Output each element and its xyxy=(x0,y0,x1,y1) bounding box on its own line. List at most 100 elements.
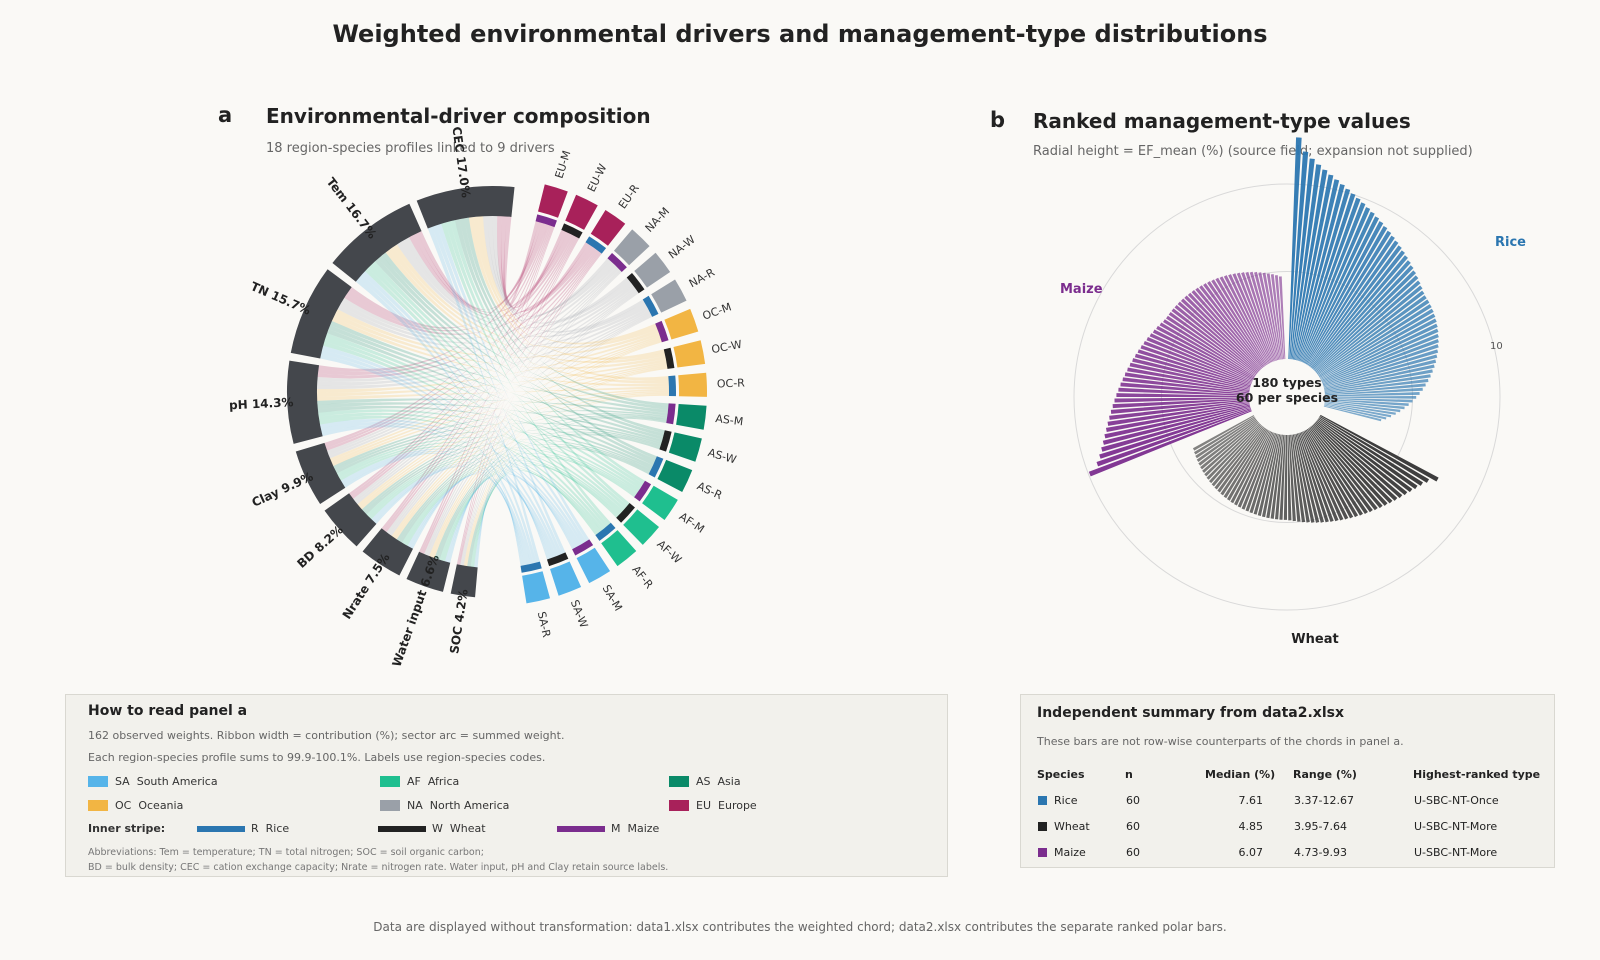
profile-label: SA-R xyxy=(535,610,553,639)
driver-name: Nrate xyxy=(339,578,374,621)
polar-bar xyxy=(1228,274,1272,363)
chord-ribbon xyxy=(409,235,592,317)
polar-bar xyxy=(1194,416,1255,455)
chord-ribbon xyxy=(319,415,604,531)
chord-ribbon xyxy=(328,310,650,459)
profile-sector-na-w xyxy=(634,252,671,288)
panel-a-title: Environmental-driver composition xyxy=(266,104,651,128)
legend-a-line2: Each region-species profile sums to 99.9… xyxy=(88,751,546,764)
panel-b-title: Ranked management-type values xyxy=(1033,109,1411,133)
polar-bar xyxy=(1314,422,1398,501)
polar-bar xyxy=(1309,245,1402,367)
summary-table: Species n Median (%) Range (%) Highest-r… xyxy=(1037,761,1553,865)
chord-ribbon xyxy=(402,453,637,544)
header-species: Species xyxy=(1037,767,1085,781)
profile-sector-as-m xyxy=(676,404,707,430)
profile-sector-eu-r xyxy=(590,209,626,246)
polar-bar xyxy=(1299,432,1334,522)
polar-bar xyxy=(1249,433,1277,514)
table-row: Rice 60 7.61 3.37-12.67 U-SBC-NT-Once xyxy=(1037,787,1553,813)
polar-bar xyxy=(1300,202,1366,362)
row-n: 60 xyxy=(1126,819,1140,833)
polar-bar xyxy=(1324,374,1431,392)
profile-label: OC-M xyxy=(701,300,733,322)
profile-sector-sa-r xyxy=(522,571,551,604)
driver-sector-bd xyxy=(324,493,377,547)
polar-bar xyxy=(1254,271,1279,361)
polar-bar xyxy=(1307,235,1395,366)
polar-bar xyxy=(1104,404,1250,439)
polar-bar xyxy=(1159,322,1255,379)
legend-stripe-rice: R Rice xyxy=(197,822,289,835)
polar-bar xyxy=(1322,344,1439,386)
polar-bar xyxy=(1215,277,1268,365)
polar-bar xyxy=(1312,260,1411,370)
polar-bar xyxy=(1324,364,1435,390)
polar-bar xyxy=(1211,279,1267,366)
polar-bar xyxy=(1146,337,1253,383)
panel-a-letter: a xyxy=(218,103,233,127)
driver-label: Clay 9.9% xyxy=(249,469,315,509)
chord-ribbon xyxy=(404,237,613,322)
profile-sector-af-m xyxy=(642,485,678,520)
profile-sector-oc-r xyxy=(678,372,707,397)
polar-bar xyxy=(1223,275,1271,364)
polar-bar xyxy=(1322,333,1439,384)
row-species: Maize xyxy=(1054,845,1086,859)
polar-bar xyxy=(1309,427,1373,513)
polar-bar xyxy=(1315,421,1403,499)
legend-region-code: SA xyxy=(115,775,130,788)
chord-ribbon xyxy=(413,231,568,313)
chord-ribbon xyxy=(478,216,657,345)
legend-a-line1: 162 observed weights. Ribbon width = con… xyxy=(88,729,565,742)
polar-bar xyxy=(1202,421,1259,473)
polar-bar xyxy=(1306,230,1392,365)
polar-bar xyxy=(1137,349,1251,387)
chord-ribbon xyxy=(330,335,661,461)
polar-bar xyxy=(1191,290,1263,369)
profile-sector-na-r xyxy=(651,279,687,313)
header-n: n xyxy=(1125,767,1133,781)
polar-bar xyxy=(1289,151,1309,360)
legend-region-sa: SA South America xyxy=(88,775,218,788)
polar-bar xyxy=(1308,240,1399,367)
row-range: 3.37-12.67 xyxy=(1294,793,1354,807)
polar-bar xyxy=(1323,354,1438,388)
driver-sector-clay xyxy=(295,442,346,505)
polar-bar xyxy=(1324,404,1387,420)
polar-bar xyxy=(1324,391,1420,397)
polar-bar xyxy=(1324,387,1423,396)
polar-bar xyxy=(1249,271,1277,361)
chord-ribbon xyxy=(368,453,620,518)
driver-name: Clay xyxy=(249,483,285,509)
profile-stripe-sa-w xyxy=(546,552,569,567)
polar-bar xyxy=(1283,434,1287,520)
polar-bar xyxy=(1241,272,1275,362)
profile-sector-na-m xyxy=(613,229,650,266)
polar-bar xyxy=(1313,270,1417,371)
polar-bar xyxy=(1088,410,1252,477)
legend-region-na: NA North America xyxy=(380,799,509,812)
polar-ring xyxy=(1073,183,1501,611)
polar-bar xyxy=(1237,431,1273,508)
row-species: Rice xyxy=(1054,793,1078,807)
driver-label: Nrate 7.5% xyxy=(339,551,392,622)
polar-bar xyxy=(1266,273,1282,360)
polar-bar xyxy=(1292,434,1310,523)
profile-sector-as-w xyxy=(668,432,702,462)
profile-label: NA-R xyxy=(687,266,717,291)
polar-bar xyxy=(1294,434,1315,523)
chord-ribbon xyxy=(384,251,601,533)
polar-bar xyxy=(1316,285,1423,374)
profile-sector-af-r xyxy=(601,530,637,567)
summary-box-b: Independent summary from data2.xlsx Thes… xyxy=(1020,694,1555,868)
chord-ribbon xyxy=(397,241,647,338)
polar-bar xyxy=(1306,428,1364,516)
polar-center-line1: 180 types xyxy=(1252,375,1321,390)
profile-label: SA-W xyxy=(568,598,591,630)
polar-bar xyxy=(1116,393,1250,397)
polar-bar xyxy=(1174,304,1258,374)
polar-bar xyxy=(1266,434,1282,519)
chord-ribbon xyxy=(317,398,668,416)
